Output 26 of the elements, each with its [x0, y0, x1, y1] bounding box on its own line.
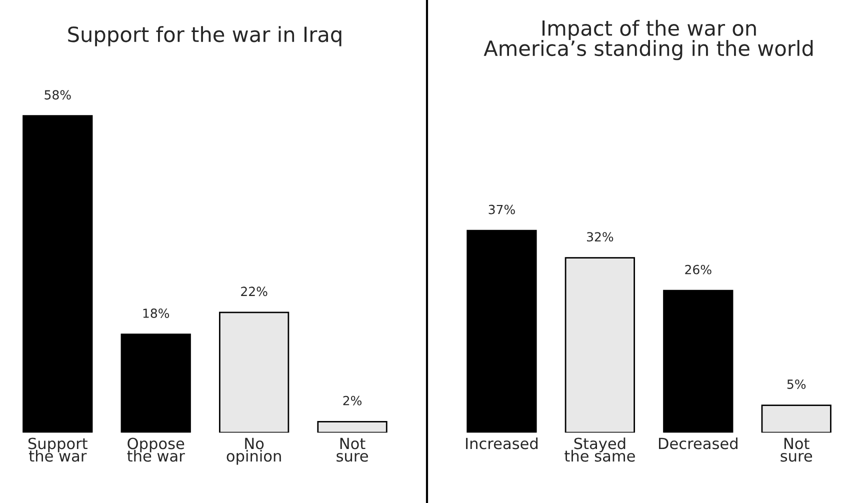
data-label: 26%: [685, 264, 712, 274]
bar: [466, 230, 537, 433]
bar: [317, 420, 388, 433]
x-tick-label: Oppose the war: [127, 438, 185, 462]
data-label: 2%: [343, 396, 362, 406]
data-label: 58%: [44, 90, 71, 100]
data-label: 32%: [586, 232, 614, 242]
bar: [663, 290, 734, 433]
x-tick-label: No opinion: [226, 438, 281, 465]
x-tick-label: Not sure: [336, 438, 368, 462]
x-tick-label: Decreased: [658, 437, 738, 450]
data-label: 37%: [488, 204, 515, 214]
x-tick-label: Not sure: [780, 438, 812, 462]
bar: [120, 334, 191, 433]
bar: [22, 115, 93, 433]
bar: [761, 404, 832, 433]
data-label: 18%: [143, 308, 170, 318]
data-label: 22%: [241, 286, 268, 296]
bar: [218, 312, 290, 433]
chart-title: Support for the war in Iraq: [68, 26, 342, 46]
x-tick-label: Support the war: [28, 438, 88, 462]
data-label: 5%: [787, 380, 806, 389]
x-tick-label: Increased: [466, 437, 538, 450]
chart-title: Impact of the war on America’s standing in the world: [484, 20, 813, 60]
bar: [564, 257, 636, 433]
x-tick-label: Stayed the same: [564, 437, 635, 462]
